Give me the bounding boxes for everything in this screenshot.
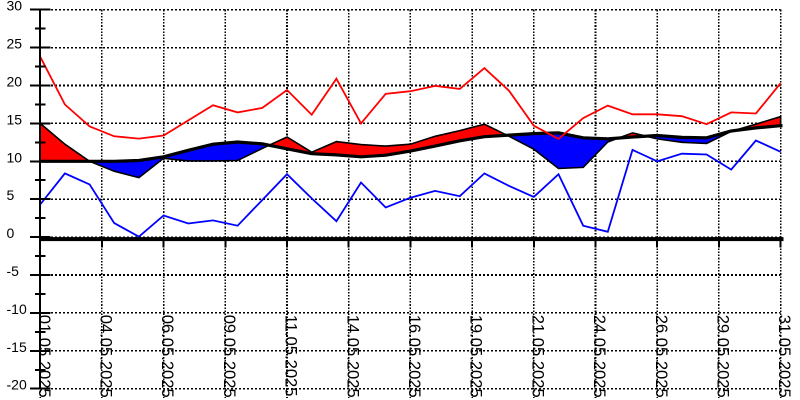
svg-text:24.05.2025: 24.05.2025 bbox=[590, 315, 609, 398]
svg-text:15: 15 bbox=[7, 111, 23, 127]
svg-text:25: 25 bbox=[7, 36, 23, 52]
svg-text:0: 0 bbox=[7, 225, 15, 241]
svg-text:14.05.2025: 14.05.2025 bbox=[343, 315, 362, 398]
svg-text:19.05.2025: 19.05.2025 bbox=[467, 315, 486, 398]
svg-text:-20: -20 bbox=[7, 377, 27, 393]
svg-text:10: 10 bbox=[7, 149, 23, 165]
svg-text:06.05.2025: 06.05.2025 bbox=[158, 315, 177, 398]
svg-text:30: 30 bbox=[7, 0, 23, 14]
svg-text:20: 20 bbox=[7, 74, 23, 90]
svg-text:-15: -15 bbox=[7, 339, 27, 355]
svg-text:29.05.2025: 29.05.2025 bbox=[714, 315, 733, 398]
svg-text:16.05.2025: 16.05.2025 bbox=[405, 315, 424, 398]
svg-text:01.05.2025: 01.05.2025 bbox=[35, 315, 54, 398]
svg-text:21.05.2025: 21.05.2025 bbox=[528, 315, 547, 398]
svg-text:26.05.2025: 26.05.2025 bbox=[652, 315, 671, 398]
svg-text:-5: -5 bbox=[7, 263, 20, 279]
svg-text:09.05.2025: 09.05.2025 bbox=[220, 315, 239, 398]
svg-text:31.05.2025: 31.05.2025 bbox=[775, 315, 794, 398]
svg-text:11.05.2025: 11.05.2025 bbox=[282, 315, 301, 397]
svg-text:-10: -10 bbox=[7, 301, 27, 317]
svg-text:04.05.2025: 04.05.2025 bbox=[97, 315, 116, 398]
svg-text:5: 5 bbox=[7, 187, 15, 203]
